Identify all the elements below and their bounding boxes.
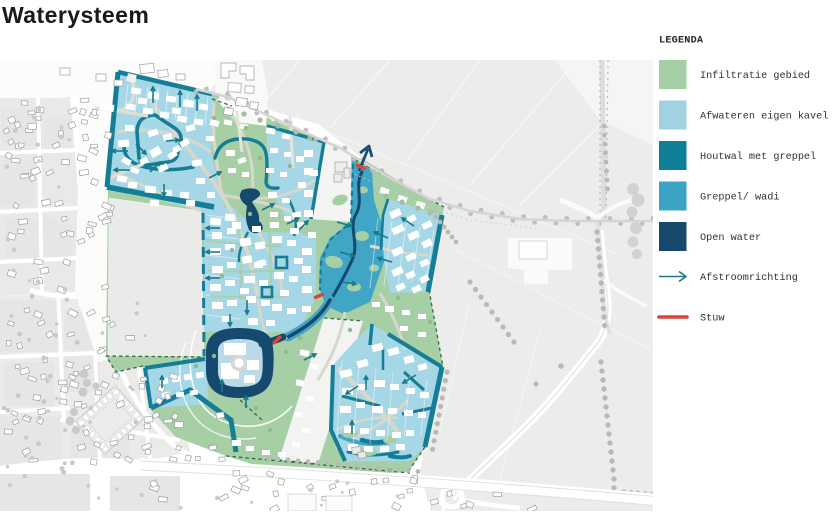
svg-text:Greppel/ wadi: Greppel/ wadi xyxy=(700,192,779,204)
svg-text:Afstroomrichting: Afstroomrichting xyxy=(700,272,798,284)
svg-text:LEGENDA: LEGENDA xyxy=(659,36,704,47)
svg-text:Infiltratie gebied: Infiltratie gebied xyxy=(700,70,810,82)
svg-text:Stuw: Stuw xyxy=(700,314,725,325)
svg-text:Open water: Open water xyxy=(700,233,761,244)
svg-text:Houtwal met greppel: Houtwal met greppel xyxy=(700,151,816,163)
svg-text:Afwateren eigen kavel: Afwateren eigen kavel xyxy=(700,111,828,123)
svg-text:Waterysteem: Waterysteem xyxy=(2,2,149,28)
